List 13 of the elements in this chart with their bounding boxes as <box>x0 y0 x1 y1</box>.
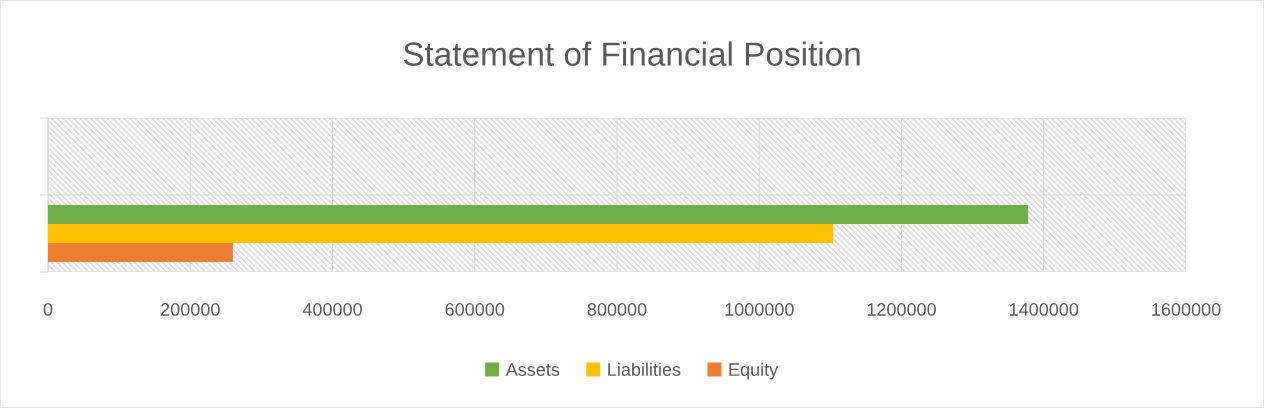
x-tick-label: 200000 <box>161 303 220 316</box>
x-tick-label: 1000000 <box>725 303 794 316</box>
x-tick-label: 600000 <box>445 303 505 316</box>
x-tick-label: 800000 <box>587 303 647 316</box>
x-tick-label: 1600000 <box>1152 303 1221 316</box>
x-tick-label: 0 <box>43 303 53 316</box>
x-tick-label: 1200000 <box>867 303 936 316</box>
legend-label: Assets <box>505 363 560 376</box>
legend-label: Equity <box>729 362 779 380</box>
x-tick-label: 1400000 <box>1009 303 1079 316</box>
legend-label: Liabilities <box>608 362 681 376</box>
x-tick-label: 400000 <box>302 303 362 316</box>
chart-title: Statement of Financial Position <box>403 41 860 66</box>
